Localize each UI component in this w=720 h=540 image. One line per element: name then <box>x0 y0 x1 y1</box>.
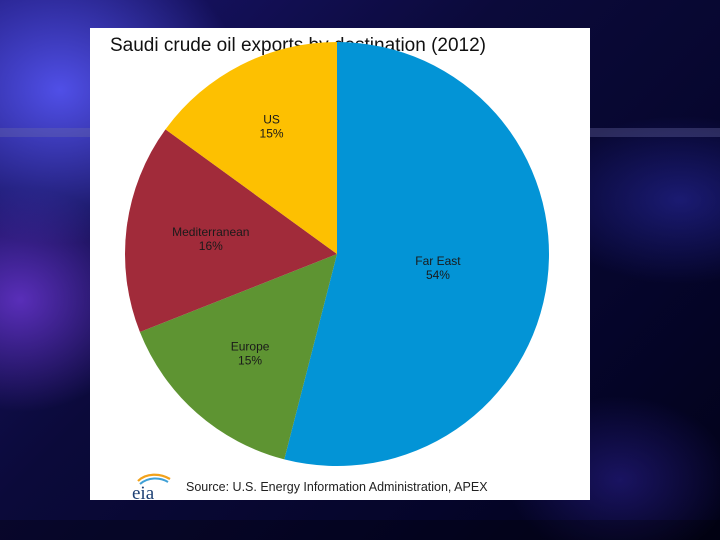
pie-slice-europe <box>139 254 337 460</box>
source-row: eia Source: U.S. Energy Information Admi… <box>130 472 488 502</box>
pie-slice-far-east <box>284 42 549 466</box>
slice-label-name: Far East <box>415 254 461 268</box>
slice-label-value: 16% <box>199 239 223 253</box>
slide-decor-bottom <box>0 520 720 540</box>
slice-label-value: 54% <box>426 268 450 282</box>
pie-chart: Far East54%Europe15%Mediterranean16%US15… <box>124 42 549 466</box>
pie-slice-us <box>165 42 337 254</box>
source-note: Source: U.S. Energy Information Administ… <box>186 480 488 494</box>
chart-panel: Saudi crude oil exports by destination (… <box>90 28 590 502</box>
slice-label-name: US <box>263 113 280 127</box>
slice-label-name: Europe <box>231 340 270 354</box>
eia-logo-text: eia <box>132 483 155 502</box>
slice-label-value: 15% <box>238 354 262 368</box>
pie-slice-mediterranean <box>124 129 337 333</box>
slice-label-name: Mediterranean <box>172 225 249 239</box>
eia-logo-icon: eia <box>132 473 171 502</box>
slice-label-value: 15% <box>260 127 284 141</box>
